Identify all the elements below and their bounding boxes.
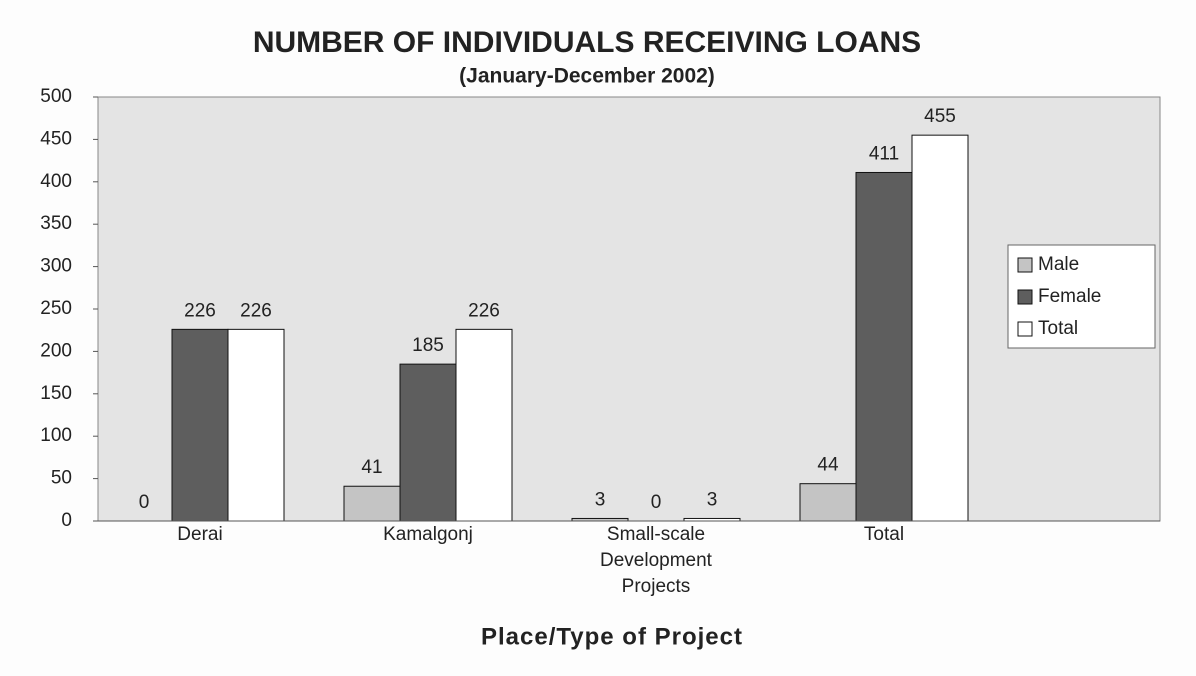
legend-label: Male xyxy=(1038,254,1079,275)
data-label: 226 xyxy=(240,300,272,321)
y-tick-label: 500 xyxy=(40,86,72,107)
legend-swatch xyxy=(1017,289,1033,305)
data-label: 226 xyxy=(468,300,500,321)
data-label: 226 xyxy=(184,300,216,321)
y-tick-label: 450 xyxy=(40,128,72,149)
bar xyxy=(799,483,857,522)
data-label: 41 xyxy=(361,457,382,478)
bar xyxy=(911,134,969,522)
y-tick-label: 50 xyxy=(51,468,72,489)
legend-swatch xyxy=(1017,257,1033,273)
y-tick-label: 150 xyxy=(40,383,72,404)
data-label: 0 xyxy=(651,492,662,513)
y-tick-label: 400 xyxy=(40,171,72,192)
data-label: 3 xyxy=(707,489,718,510)
y-tick-label: 100 xyxy=(40,425,72,446)
y-tick-label: 250 xyxy=(40,298,72,319)
legend-label: Female xyxy=(1038,286,1101,307)
data-label: 44 xyxy=(817,455,839,476)
data-label: 411 xyxy=(869,143,899,164)
data-label: 0 xyxy=(139,492,150,513)
bar xyxy=(343,485,401,522)
y-tick-label: 300 xyxy=(40,256,72,277)
bar xyxy=(227,328,285,522)
x-axis-title: Place/Type of Project xyxy=(481,623,743,650)
y-tick-label: 0 xyxy=(61,510,72,531)
legend-label: Total xyxy=(1038,318,1078,339)
x-tick-label: Small-scale Development Projects xyxy=(600,524,712,597)
data-label: 3 xyxy=(595,489,606,510)
data-label: 185 xyxy=(412,335,444,356)
bar xyxy=(855,171,913,522)
x-tick-label: Kamalgonj xyxy=(383,524,473,545)
x-tick-label: Derai xyxy=(177,524,223,545)
bar xyxy=(399,363,457,522)
y-tick-label: 200 xyxy=(40,340,72,361)
bar xyxy=(171,328,229,522)
chart-subtitle: (January-December 2002) xyxy=(459,65,715,88)
legend-swatch xyxy=(1017,321,1033,337)
bar xyxy=(455,328,513,522)
x-tick-label: Total xyxy=(863,524,905,545)
data-label: 455 xyxy=(924,106,956,127)
y-tick-label: 350 xyxy=(40,213,72,234)
chart-title: NUMBER OF INDIVIDUALS RECEIVING LOANS xyxy=(253,26,921,59)
